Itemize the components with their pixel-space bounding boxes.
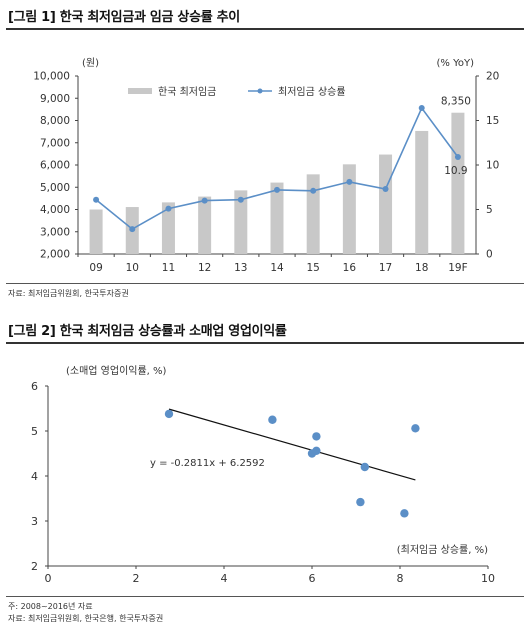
growth-point bbox=[382, 186, 389, 193]
y-tick-label: 3 bbox=[31, 515, 38, 528]
x-tick-label: 12 bbox=[198, 262, 211, 274]
left-tick-label: 5,000 bbox=[40, 182, 70, 194]
right-tick-label: 5 bbox=[486, 204, 493, 216]
figure1-title: [그림 1] 한국 최저임금과 임금 상승률 추이 bbox=[8, 10, 240, 25]
x-tick-label: 15 bbox=[306, 262, 319, 274]
y-tick-label: 6 bbox=[31, 380, 38, 393]
figure1-source: 자료: 최저임금위원회, 한국투자증권 bbox=[8, 289, 129, 298]
y-axis-label: (소매업 영업이익률, %) bbox=[66, 364, 167, 377]
bar bbox=[306, 174, 320, 254]
bar bbox=[342, 164, 356, 254]
x-tick-label: 17 bbox=[379, 262, 392, 274]
trendline-equation: y = -0.2811x + 6.2592 bbox=[150, 458, 265, 469]
figure2-source: 자료: 최저임금위원회, 한국은행, 한국투자증권 bbox=[8, 614, 164, 623]
bar bbox=[89, 209, 103, 254]
right-tick-label: 15 bbox=[486, 115, 499, 127]
left-tick-label: 6,000 bbox=[40, 160, 70, 172]
legend-line-label: 최저임금 상승률 bbox=[278, 85, 346, 98]
scatter-point bbox=[312, 446, 321, 455]
left-tick-label: 2,000 bbox=[40, 249, 70, 261]
figure1-top-rule bbox=[6, 28, 524, 30]
x-axis-label: (최저임금 상승률, %) bbox=[397, 543, 488, 556]
figure2-bottom-rule bbox=[6, 596, 524, 597]
scatter-point bbox=[411, 424, 420, 433]
growth-point bbox=[454, 153, 461, 160]
figure2-title: [그림 2] 한국 최저임금 상승률과 소매업 영업이익률 bbox=[8, 324, 287, 339]
left-axis-unit: (원) bbox=[82, 57, 99, 69]
scatter-point bbox=[360, 462, 369, 472]
left-tick-label: 3,000 bbox=[40, 226, 70, 238]
bar bbox=[161, 202, 175, 254]
right-tick-label: 10 bbox=[486, 160, 499, 172]
scatter-point bbox=[400, 509, 409, 518]
x-tick-label: 16 bbox=[343, 262, 357, 274]
x-tick-label: 09 bbox=[89, 262, 102, 274]
bar bbox=[270, 182, 284, 254]
legend-line-marker bbox=[257, 88, 263, 94]
left-tick-label: 10,000 bbox=[33, 71, 70, 83]
bar bbox=[451, 112, 465, 255]
x-tick-label: 8 bbox=[397, 572, 404, 585]
figure2-note: 주: 2008~2016년 자료 bbox=[8, 602, 93, 611]
x-tick-label: 10 bbox=[126, 262, 139, 274]
y-tick-label: 2 bbox=[31, 560, 38, 573]
left-tick-label: 7,000 bbox=[40, 137, 70, 149]
growth-point bbox=[418, 105, 425, 112]
x-tick-label: 2 bbox=[133, 572, 140, 585]
x-tick-label: 14 bbox=[270, 262, 284, 274]
figure1-chart: 2,000 3,000 4,000 5,000 6,000 7,000 8,000 9,000… bbox=[33, 57, 499, 274]
x-tick-label: 13 bbox=[234, 262, 247, 274]
x-tick-label: 18 bbox=[415, 262, 428, 274]
bar bbox=[234, 190, 248, 254]
x-tick-label: 10 bbox=[481, 572, 495, 585]
x-tick-label: 0 bbox=[45, 572, 52, 585]
bar bbox=[198, 196, 212, 254]
growth-point bbox=[201, 197, 208, 204]
y-tick-label: 4 bbox=[31, 470, 38, 483]
legend-bar-label: 한국 최저임금 bbox=[158, 85, 216, 98]
growth-point bbox=[237, 196, 244, 203]
legend-bar-swatch bbox=[128, 88, 152, 94]
bar bbox=[415, 130, 429, 254]
figure2-top-rule bbox=[6, 342, 524, 344]
y-tick-label: 5 bbox=[31, 425, 38, 438]
growth-point bbox=[346, 178, 353, 185]
x-tick-label: 4 bbox=[221, 572, 228, 585]
growth-point bbox=[310, 187, 317, 194]
scatter-point bbox=[356, 497, 365, 507]
x-tick-label: 11 bbox=[162, 262, 175, 274]
growth-point bbox=[93, 196, 100, 203]
scatter-point bbox=[312, 432, 321, 441]
left-tick-label: 8,000 bbox=[40, 115, 70, 127]
figure1-bottom-rule bbox=[6, 283, 524, 284]
right-axis-unit: (% YoY) bbox=[437, 58, 475, 69]
scatter-point bbox=[268, 415, 277, 424]
trendline bbox=[168, 408, 416, 481]
growth-point bbox=[274, 186, 280, 193]
bar bbox=[379, 154, 393, 254]
growth-point bbox=[129, 226, 136, 233]
left-tick-label: 4,000 bbox=[40, 204, 70, 216]
left-tick-label: 9,000 bbox=[40, 93, 70, 105]
x-tick-label: 6 bbox=[309, 572, 316, 585]
scatter-point bbox=[164, 409, 174, 419]
growth-point bbox=[165, 205, 172, 212]
annotation-wage: 8,350 bbox=[441, 96, 471, 108]
right-tick-label: 0 bbox=[486, 249, 493, 261]
right-tick-label: 20 bbox=[486, 71, 499, 83]
x-tick-label: 19F bbox=[448, 262, 467, 274]
annotation-growth: 10.9 bbox=[444, 165, 467, 177]
